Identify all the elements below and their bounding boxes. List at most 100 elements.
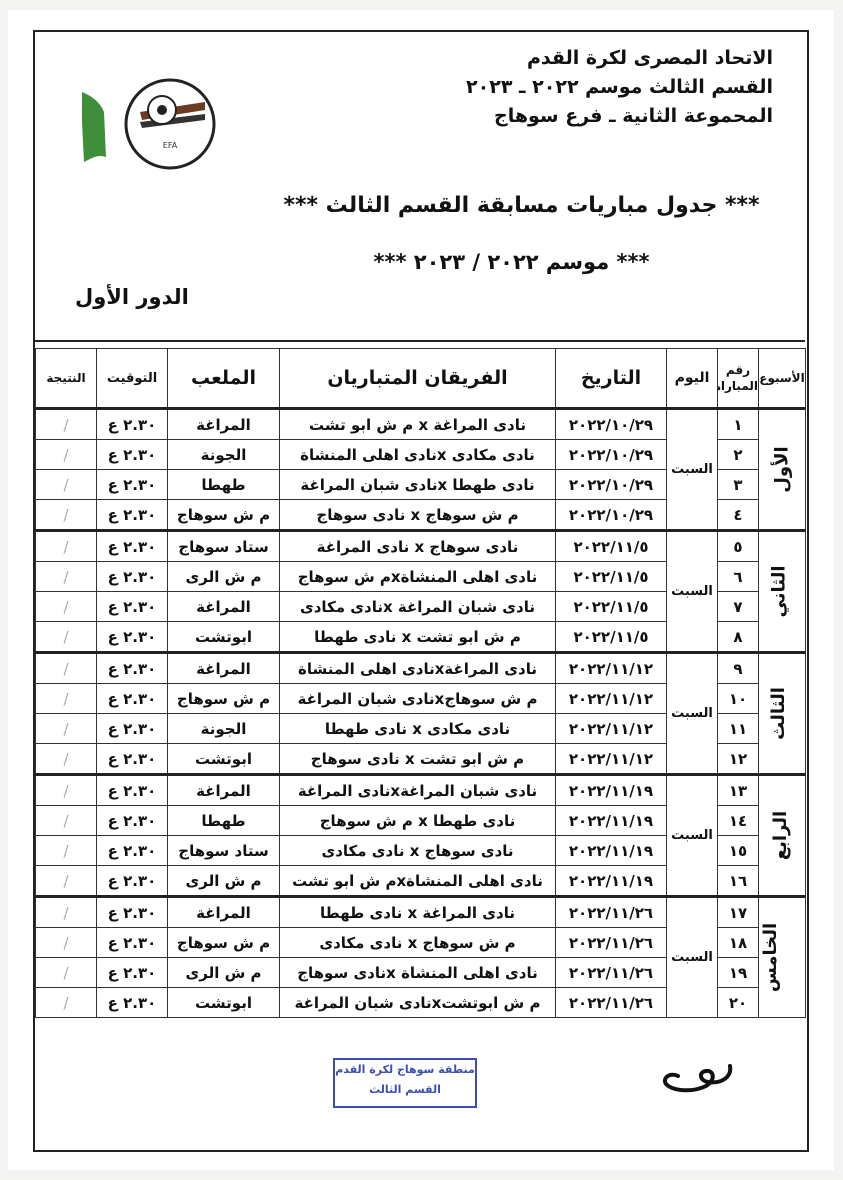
match-teams: م ش ابو تشت x نادى طهطا [279, 621, 556, 653]
match-result: / [35, 407, 97, 440]
match-time: ٢.٣٠ ع [96, 713, 168, 744]
match-number: ١١ [717, 713, 759, 744]
match-date: ٢٠٢٢/١١/٢٦ [555, 895, 667, 928]
match-number: ١٦ [717, 865, 759, 897]
match-number: ٣ [717, 469, 759, 500]
match-result: / [35, 469, 97, 500]
week-name: الثاني [768, 565, 790, 618]
match-result: / [35, 805, 97, 836]
match-date: ٢٠٢٢/١٠/٢٩ [555, 499, 667, 531]
match-number: ١٣ [717, 773, 759, 806]
match-time: ٢.٣٠ ع [96, 683, 168, 714]
match-time: ٢.٣٠ ع [96, 743, 168, 775]
match-time: ٢.٣٠ ع [96, 621, 168, 653]
week-name: الخامس [759, 922, 781, 993]
match-teams: نادى سوهاج x نادى مكادى [279, 835, 556, 866]
match-result: / [35, 927, 97, 958]
table-row: ١١ ٢٠٢٢/١١/١٢ نادى مكادى x نادى طهطا الجونة… [35, 713, 806, 744]
match-teams: م ش سوهاج x نادى مكادى [279, 927, 556, 958]
match-stadium: ابوتشت [167, 987, 280, 1018]
table-row: ١٨ ٢٠٢٢/١١/٢٦ م ش سوهاج x نادى مكادى م ش سو… [35, 927, 806, 958]
match-stadium: م ش الرى [167, 957, 280, 988]
match-time: ٢.٣٠ ع [96, 957, 168, 988]
match-result: / [35, 651, 97, 684]
match-time: ٢.٣٠ ع [96, 895, 168, 928]
match-number: ١٧ [717, 895, 759, 928]
match-stadium: م ش الرى [167, 561, 280, 592]
table-row: الثاني ٥ السبت ٢٠٢٢/١١/٥ نادى سوهاج x نادى ا… [35, 529, 806, 653]
match-teams: م ش ابو تشت x نادى سوهاج [279, 743, 556, 775]
match-time: ٢.٣٠ ع [96, 651, 168, 684]
match-time: ٢.٣٠ ع [96, 773, 168, 806]
match-number: ١٥ [717, 835, 759, 866]
table-row: الأول ١ السبت ٢٠٢٢/١٠/٢٩ نادى المراغة x م ش … [35, 407, 806, 531]
col-teams: الفريقان المتباريان [279, 348, 556, 410]
match-teams: نادى المراغةxنادى اهلى المنشاة [279, 651, 556, 684]
match-stadium: م ش سوهاج [167, 683, 280, 714]
match-time: ٢.٣٠ ع [96, 591, 168, 622]
match-time: ٢.٣٠ ع [96, 529, 168, 562]
table-row: ٧ ٢٠٢٢/١١/٥ نادى شبان المراغة xنادى مكادى ا… [35, 591, 806, 622]
match-time: ٢.٣٠ ع [96, 469, 168, 500]
match-stadium: المراغة [167, 651, 280, 684]
season-title: *** موسم ٢٠٢٢ / ٢٠٢٣ *** [373, 250, 650, 274]
match-stadium: م ش سوهاج [167, 499, 280, 531]
match-teams: نادى اهلى المنشاة xنادى سوهاج [279, 957, 556, 988]
table-row: ٣ ٢٠٢٢/١٠/٢٩ نادى طهطا xنادى شبان المراغة ط… [35, 469, 806, 500]
match-time: ٢.٣٠ ع [96, 407, 168, 440]
table-header-row: الأسبوع رقم المباراة اليوم التاريخ الفري… [35, 348, 806, 410]
match-number: ٦ [717, 561, 759, 592]
match-time: ٢.٣٠ ع [96, 439, 168, 470]
day-cell: السبت [666, 895, 718, 1018]
match-stadium: الجونة [167, 439, 280, 470]
match-result: / [35, 499, 97, 531]
match-date: ٢٠٢٢/١١/٥ [555, 529, 667, 562]
table-row: ٦ ٢٠٢٢/١١/٥ نادى اهلى المنشاةxم ش سوهاج م ش… [35, 561, 806, 592]
match-stadium: المراغة [167, 773, 280, 806]
col-match-no: رقم المباراة [717, 348, 759, 410]
week-cell: الثاني [758, 529, 806, 653]
match-teams: م ش ابوتشتxنادى شبان المراغة [279, 987, 556, 1018]
stamp-line-1: منطقة سوهاج لكرة القدم [335, 1063, 475, 1076]
match-stadium: ستاد سوهاج [167, 835, 280, 866]
header-box [33, 30, 805, 342]
schedule-title: *** جدول مباريات مسابقة القسم الثالث *** [283, 193, 760, 218]
match-date: ٢٠٢٢/١١/٥ [555, 561, 667, 592]
match-date: ٢٠٢٢/١١/١٢ [555, 651, 667, 684]
match-teams: نادى شبان المراغة xنادى مكادى [279, 591, 556, 622]
match-result: / [35, 561, 97, 592]
match-number: ١٤ [717, 805, 759, 836]
col-result: النتيجة [35, 348, 97, 410]
week-cell: الثالث [758, 651, 806, 775]
match-number: ٧ [717, 591, 759, 622]
match-result: / [35, 773, 97, 806]
match-teams: نادى سوهاج x نادى المراغة [279, 529, 556, 562]
match-teams: م ش سوهاجxنادى شبان المراغة [279, 683, 556, 714]
match-stadium: طهطا [167, 469, 280, 500]
match-date: ٢٠٢٢/١١/١٩ [555, 865, 667, 897]
week-name: الثالث [768, 687, 790, 740]
match-result: / [35, 743, 97, 775]
match-number: ٨ [717, 621, 759, 653]
efa-logo: EFA [82, 78, 216, 170]
match-time: ٢.٣٠ ع [96, 987, 168, 1018]
match-time: ٢.٣٠ ع [96, 561, 168, 592]
week-cell: الخامس [758, 895, 806, 1018]
week-cell: الرابع [758, 773, 806, 897]
group-branch: المحموعة الثانية ـ فرع سوهاج [494, 105, 773, 127]
match-teams: م ش سوهاج x نادى سوهاج [279, 499, 556, 531]
table-row: ١٦ ٢٠٢٢/١١/١٩ نادى اهلى المنشاةxم ش ابو تش… [35, 865, 806, 897]
table-row: ١٤ ٢٠٢٢/١١/١٩ نادى طهطا x م ش سوهاج طهطا ٢.٣… [35, 805, 806, 836]
match-stadium: المراغة [167, 895, 280, 928]
match-date: ٢٠٢٢/١١/٢٦ [555, 957, 667, 988]
match-result: / [35, 591, 97, 622]
svg-text:EFA: EFA [163, 141, 178, 150]
match-teams: نادى طهطا xنادى شبان المراغة [279, 469, 556, 500]
match-result: / [35, 621, 97, 653]
match-number: ١٠ [717, 683, 759, 714]
week-name: الرابع [769, 810, 791, 861]
table-row: ١٠ ٢٠٢٢/١١/١٢ م ش سوهاجxنادى شبان المراغة م… [35, 683, 806, 714]
day-cell: السبت [666, 773, 718, 897]
week-cell: الأول [758, 407, 806, 531]
match-stadium: ابوتشت [167, 743, 280, 775]
